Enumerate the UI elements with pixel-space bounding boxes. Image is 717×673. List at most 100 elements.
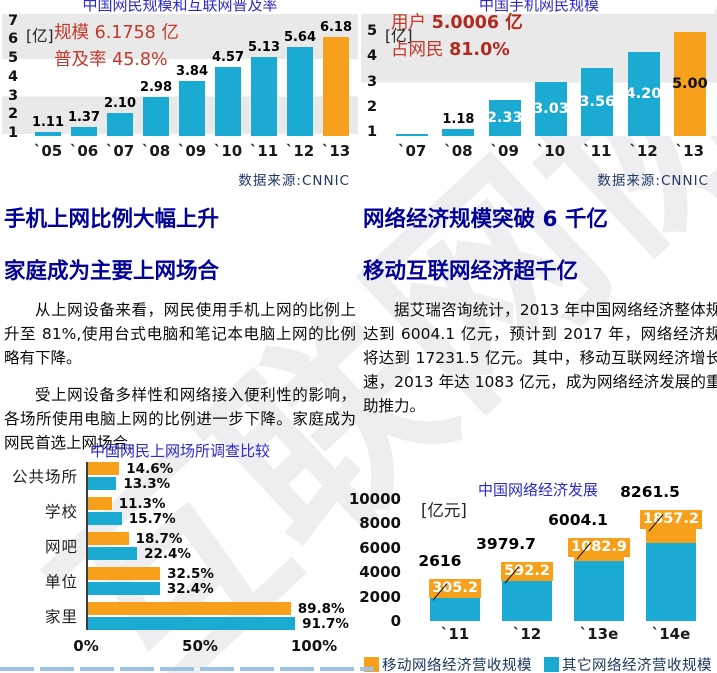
bar-cell: 2.33 [482,99,528,136]
bar [86,477,117,490]
category-group: 网吧 18.7% 22.4% [2,530,358,562]
y-axis-tick: 3 [367,73,378,90]
bar [86,602,291,615]
bar-value-label: 11.3% [118,495,166,512]
y-axis-tick: 7 [8,12,19,29]
bar [251,56,277,136]
bar-value-label: 18.7% [135,530,183,547]
annotation-line: 普及率 45.8% [54,47,179,74]
other-segment [574,560,624,621]
bar [86,532,129,545]
bar [323,36,349,136]
x-axis-tick: 100% [290,637,338,655]
right-text-column: 网络经济规模突破 6 千亿 移动互联网经济超千亿 据艾瑞咨询统计，2013 年中… [363,202,717,418]
bar-cell: 592.2 3979.7 [476,499,563,621]
bar [107,113,133,136]
bar-value-label: 1.37 [67,110,101,126]
netizen-scale-chart: 中国网民规模和互联网普及率 [亿] 规模 6.1758 亿普及率 45.8% 1… [2,0,358,189]
bar [86,567,161,580]
bar: 3.03 [533,81,569,136]
annotation-text: 占网民 [391,40,450,60]
legend-swatch [544,657,559,672]
chart-title: 中国网民规模和互联网普及率 [82,0,278,14]
annotation-text: 用户 [391,13,432,33]
bar-series: 305.2 2616 592.2 3979.7 1082.9 6004.1 1857.2 82… [409,483,717,621]
body-paragraph: 受上网设备多样性和网络接入便利性的影响，各场所使用电脑上网的比例进一步下降。家庭… [4,386,356,452]
category-label: 学校 [44,503,78,521]
chart-plot-area: 公共场所 14.6% 13.3% 学校 11.3% 15.7% 网吧 18.7% 22.4% 单位… [2,461,358,632]
bar-row: 13.3% [86,475,358,492]
bar [86,582,160,595]
bar-row: 14.6% [86,461,358,477]
bar-cell: 5.00 [667,31,713,136]
x-axis-labels: `05 `06 `07 `08 `09 `10 `11 `12 `13 [2,142,358,160]
x-axis-labels: 0% 50% 100% [2,637,358,657]
bar [86,462,120,475]
bar-value-label: 3.56 [579,94,616,111]
category-label: 网吧 [44,538,78,556]
bar-cell: 305.2 2616 [418,499,491,621]
bar: 4.20 [626,52,661,136]
bar-cell: 2.98 [138,80,174,136]
x-axis-tick: `07 [105,142,135,160]
category-group: 公共场所 14.6% 13.3% [2,461,358,492]
bar-row: 32.5% [86,566,358,582]
section-heading: 家庭成为主要上网场合 [4,259,220,284]
x-axis-tick: 50% [182,637,218,655]
bar [35,132,61,136]
y-axis-tick: 10000 [348,490,401,508]
chart-title: 中国手机网民规模 [478,0,599,14]
chart-legend: 移动网络经济营收规模 其它网络经济营收规模 [359,654,717,673]
bar-cell: 1.37 [66,110,102,136]
total-value-label: 8261.5 [620,483,680,502]
y-axis-tick: 4 [367,48,378,65]
bar-value-label: 13.3% [123,475,171,492]
bar-series: 1.11 1.37 2.10 2.98 3.84 4.57 5.13 5.64 6.18 [2,14,358,136]
bar-row: 89.8% [86,600,358,617]
annotation-value: 5.0006 亿 [431,13,523,33]
chart-plot-area: [亿] 规模 6.1758 亿普及率 45.8% 1.11 1.37 2.10 2.9… [2,12,358,141]
x-axis-tick: 0% [73,637,99,655]
y-axis-tick: 4000 [359,563,401,582]
bar-cell: 5.13 [246,40,282,136]
chart-plot-area: [亿元] 305.2 2616 592.2 3979.7 1082.9 6004.1 185… [409,483,717,621]
other-segment [502,579,552,621]
bar [396,134,429,136]
annotation-value: 45.8% [112,50,168,70]
chart-title: 中国网民上网场所调查比较 [89,442,270,460]
section-heading: 移动互联网经济超千亿 [363,259,579,284]
legend-label: 移动网络经济营收规模 [382,658,532,673]
x-axis-tick: `07 [397,142,427,160]
left-text-column: 手机上网比例大幅上升 家庭成为主要上网场合 从上网设备来看，网民使用手机上网的比… [4,202,356,455]
bar-cell: 6.18 [318,20,354,136]
access-location-chart: 中国网民上网场所调查比较 公共场所 14.6% 13.3% 学校 11.3% 15.7% 网… [2,440,358,657]
bar-row: 18.7% [86,530,358,547]
mobile-value-label: 305.2 [429,579,481,599]
x-axis-tick: `11 [249,142,279,160]
category-label: 家里 [44,608,78,626]
y-axis-tick: 0 [390,612,401,630]
y-axis: 0 2000 4000 6000 8000 10000 [349,490,409,630]
data-source: 数据来源:CNNIC [597,173,709,189]
y-axis-tick: 6 [8,31,19,48]
category-label: 公共场所 [11,468,78,486]
bar-cell: 1857.2 8261.5 [620,483,707,621]
y-axis-tick: 8000 [359,514,401,533]
y-axis-tick: 5 [8,50,19,67]
x-axis-tick: `14e [651,625,691,643]
other-segment [646,542,696,621]
bar-value-label: 89.8% [297,600,345,617]
y-axis-tick: 4 [8,69,19,86]
x-axis-tick: `08 [444,142,473,160]
y-axis-tick: 6000 [359,538,401,557]
category-group: 单位 32.5% 32.4% [2,566,358,597]
bar: 5.00 [672,31,708,136]
x-axis-tick: `13e [579,625,619,643]
y-axis-tick: 1 [367,124,378,141]
annotation-line: 规模 6.1758 亿 [54,20,179,47]
bar-cell: 4.20 [620,52,666,136]
bar-value-label: 5.64 [283,30,317,46]
bar-cell: 1.11 [30,115,66,136]
mobile-value-label: 592.2 [501,562,553,582]
bar-cell: 1.18 [435,112,481,136]
